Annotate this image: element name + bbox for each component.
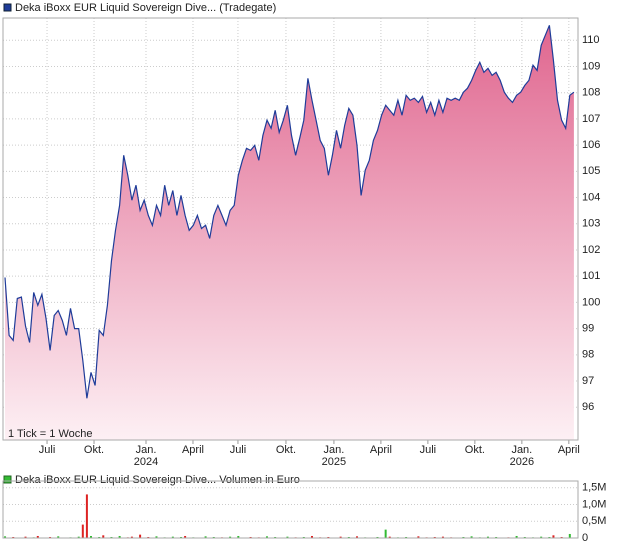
x-tick-label: Juli [420,444,437,456]
plot-background [3,481,578,538]
volume-bar [417,536,420,538]
y-tick-label: 0 [582,532,588,544]
volume-bar [57,536,60,538]
volume-bar [384,529,387,538]
y-tick-label: 101 [582,270,600,282]
volume-bar [347,536,350,538]
volume-bar [237,535,240,538]
x-tick-label: April [558,444,580,456]
y-tick-label: 100 [582,296,600,308]
x-tick-sublabel: 2025 [322,456,346,468]
volume-bar [12,536,15,538]
volume-bar [376,536,379,538]
y-tick-label: 104 [582,191,600,203]
volume-bar [552,535,555,538]
volume-bar [441,536,444,538]
volume-bar [388,536,391,538]
volume-bar [49,536,52,538]
volume-bar [523,536,526,538]
y-tick-label: 98 [582,349,594,361]
volume-bar [4,536,7,538]
volume-bar [568,533,571,538]
volume-bar [155,536,158,538]
volume-bar [36,535,39,538]
y-tick-label: 1,5M [582,482,606,494]
volume-bar [486,536,489,538]
volume-bar [212,536,215,538]
x-tick-label: April [370,444,392,456]
x-tick-label: Okt. [276,444,296,456]
volume-bar [433,536,436,538]
y-tick-label: 103 [582,218,600,230]
legend-label: Deka iBoxx EUR Liquid Sovereign Dive... … [15,474,300,486]
volume-bar [184,535,187,538]
plot-border [2,480,579,539]
volume-bar [89,535,92,538]
volume-bar [515,535,518,538]
x-tick-sublabel: 2024 [134,456,158,468]
volume-bar [327,536,330,538]
volume-bar [310,535,313,538]
volume-bar [274,536,277,538]
volume-bar [356,536,359,538]
volume-bar [118,535,121,538]
volume-bar [102,535,105,538]
x-tick-label: Okt. [84,444,104,456]
volume-bar [77,536,80,538]
x-tick-label: Jan. [136,444,157,456]
volume-bar [98,536,101,538]
annotation: 1 Tick = 1 Woche [8,428,92,440]
volume-bar [81,524,84,538]
volume-bar [495,536,498,538]
y-tick-label: 110 [582,34,600,46]
legend-swatch [3,475,12,484]
y-tick-label: 106 [582,139,600,151]
volume-bar [24,536,27,538]
legend-label: Deka iBoxx EUR Liquid Sovereign Dive... … [15,2,276,14]
volume-bar [286,536,289,538]
volume-bar [249,536,252,538]
volume-bar [110,536,113,538]
volume-bar [548,536,551,538]
volume-bar [180,536,183,538]
volume-bar [139,534,142,538]
x-tick-label: Okt. [465,444,485,456]
volume-bar [470,536,473,538]
y-tick-label: 99 [582,323,594,335]
x-tick-label: Juli [39,444,56,456]
volume-bar [265,536,268,538]
volume-bar [147,536,150,538]
y-tick-label: 1,0M [582,498,606,510]
volume-bar [130,536,133,538]
y-tick-label: 105 [582,165,600,177]
y-tick-label: 96 [582,401,594,413]
area [5,25,574,441]
y-tick-label: 102 [582,244,600,256]
x-tick-sublabel: 2026 [510,456,534,468]
volume-bar [462,536,465,538]
volume-bar [339,536,342,538]
x-tick-label: April [182,444,204,456]
volume-bar [302,536,305,538]
y-tick-label: 97 [582,375,594,387]
price-line [4,25,575,399]
y-tick-label: 108 [582,87,600,99]
volume-bar [229,536,232,538]
x-tick-label: Jan. [324,444,345,456]
x-tick-label: Juli [230,444,247,456]
y-tick-label: 0,5M [582,515,606,527]
x-tick-label: Jan. [511,444,532,456]
y-tick-label: 107 [582,113,600,125]
volume-bar [171,536,174,538]
volume-bar [85,494,88,538]
volume-bar [560,536,563,538]
legend-swatch [3,3,12,12]
volume-bar [405,536,408,538]
volume-bar [540,536,543,538]
plot-border [2,17,579,441]
y-tick-label: 109 [582,60,600,72]
volume-bar [204,536,207,538]
